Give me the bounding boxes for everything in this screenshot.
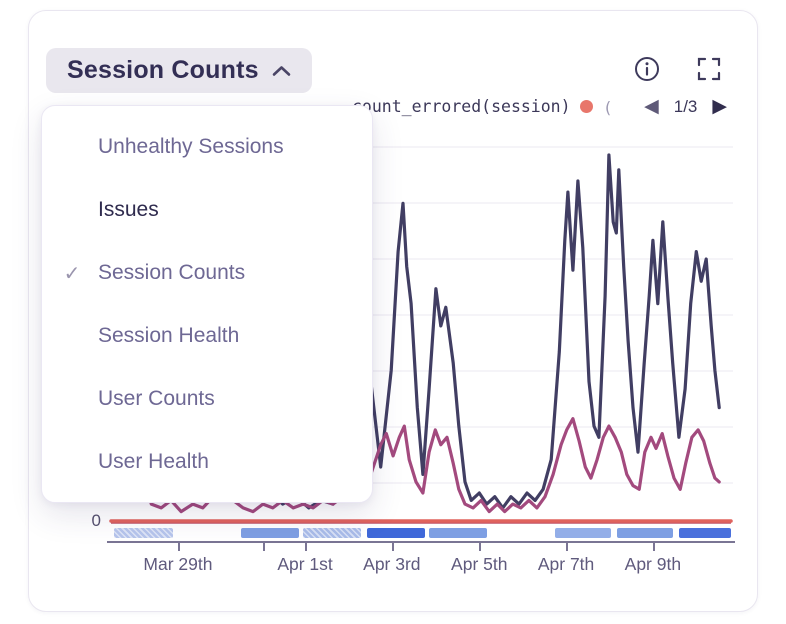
legend-pagination: ◀ 1/3 ▶ [644,95,727,119]
dropdown-item-user-counts[interactable]: User Counts [42,368,372,430]
x-axis-tick [305,542,308,551]
legend-page-count: 1/3 [673,97,698,116]
legend-dot [579,100,593,113]
check-icon: ✓ [63,262,81,285]
info-circle-icon [634,57,660,85]
annotation-segment[interactable] [303,528,361,538]
dropdown-item-label: Issues [98,198,159,221]
annotation-segment[interactable] [678,528,731,538]
dropdown-item-label: Unhealthy Sessions [98,135,284,158]
widget-title: Session Counts [67,56,259,84]
series-sessions-magenta [109,417,721,514]
x-axis-tick [566,542,569,551]
chevron-up-icon [272,65,291,77]
legend-truncated-fragment: ( [603,98,613,117]
x-axis-tick [391,542,394,551]
x-axis-tick [262,542,265,551]
dropdown-item-label: User Health [98,450,209,473]
session-counts-widget: Session Counts count_errore [28,10,758,612]
y-axis-zero-label: 0 [91,511,101,530]
annotation-segment[interactable] [114,528,173,538]
legend-prev-arrow-icon[interactable]: ◀ [644,96,659,117]
fullscreen-button[interactable] [696,56,722,82]
legend-label: count_errored(session) [352,97,571,116]
x-axis-label: Apr 5th [451,554,508,574]
dropdown-item-session-counts[interactable]: ✓ Session Counts [42,242,372,304]
x-axis-label: Apr 9th [624,554,682,574]
metric-dropdown-menu: Unhealthy Sessions Issues ✓ Session Counts S… [41,105,373,503]
x-axis-tick [177,542,180,551]
annotation-segment[interactable] [616,528,673,538]
x-axis-label: Apr 3rd [363,554,421,574]
x-axis-tick [652,542,655,551]
dropdown-item-label: User Counts [98,387,215,410]
dropdown-item-label: Session Counts [98,261,246,284]
session-annotation-bar [111,528,731,538]
annotation-segment[interactable] [241,528,299,538]
annotation-segment[interactable] [367,528,425,538]
dropdown-item-issues[interactable]: Issues [42,179,372,241]
x-axis-line [107,541,735,543]
fullscreen-icon [696,57,722,85]
dropdown-item-unhealthy-sessions[interactable]: Unhealthy Sessions [42,116,372,178]
dropdown-item-user-health[interactable]: User Health [42,431,372,493]
metric-selector-button[interactable]: Session Counts [46,48,312,93]
x-axis-label: Apr 7th [537,554,595,574]
dropdown-item-label: Session Health [98,324,240,347]
legend-next-arrow-icon[interactable]: ▶ [712,96,727,117]
info-button[interactable] [634,56,660,82]
x-axis-label: Mar 29th [143,554,213,574]
x-axis-label: Apr 1st [277,554,333,574]
dropdown-item-session-health[interactable]: Session Health [42,305,372,367]
annotation-segment[interactable] [554,528,611,538]
chart-legend: count_errored(session) ( ◀ 1/3 ▶ [29,95,757,121]
annotation-segment[interactable] [429,528,488,538]
legend-item-count-errored[interactable]: count_errored(session) [352,97,593,116]
x-axis-tick [479,542,482,551]
